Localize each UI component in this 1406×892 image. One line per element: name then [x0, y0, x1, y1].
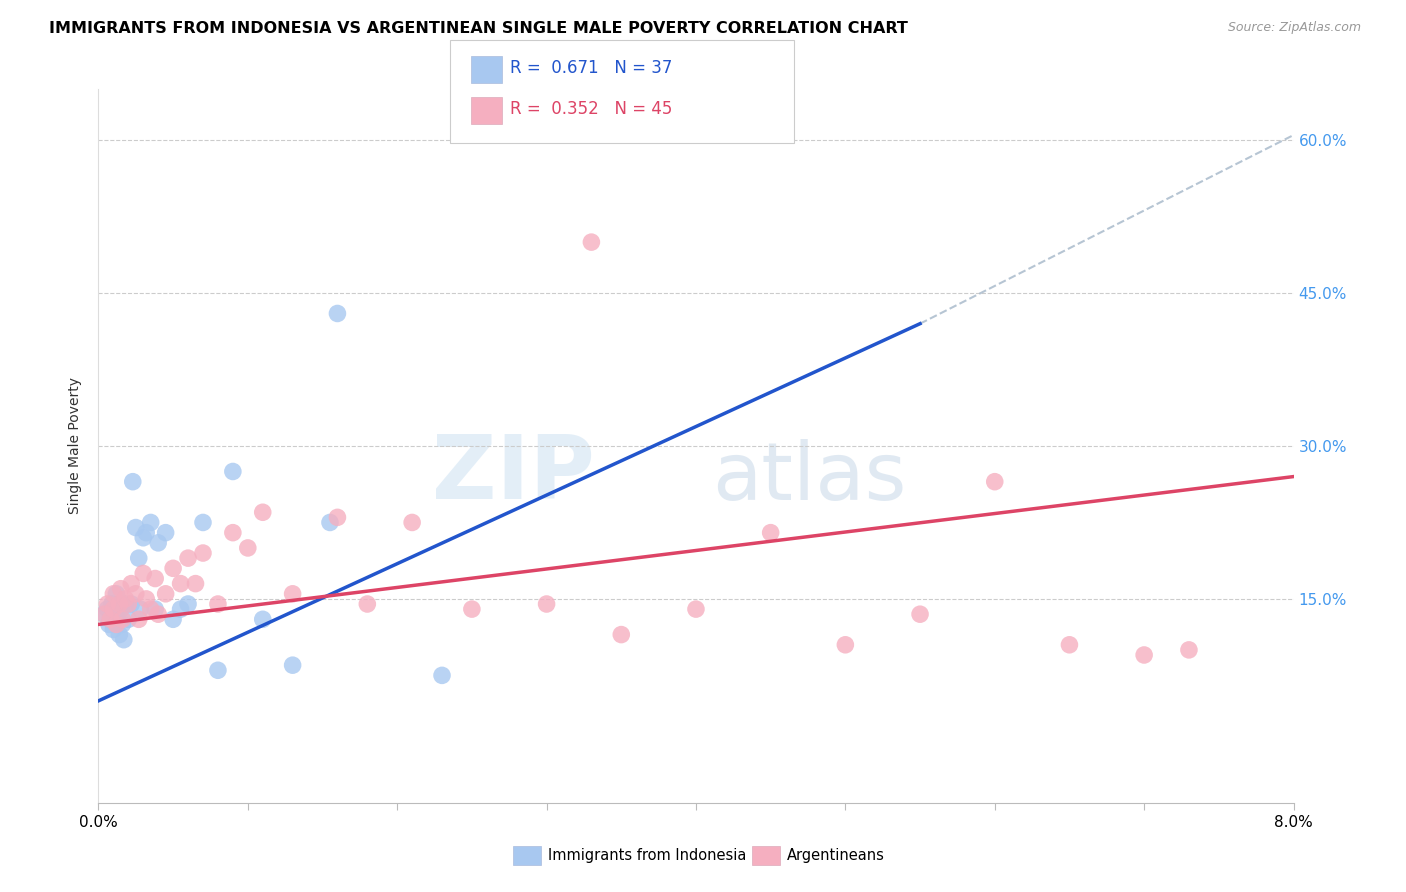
- Point: [105, 587, 128, 601]
- Point: [96, 602, 118, 616]
- Point: [148, 536, 170, 550]
- Point: [105, 617, 128, 632]
- Text: Source: ZipAtlas.com: Source: ZipAtlas.com: [1227, 21, 1361, 34]
- Point: [252, 612, 274, 626]
- Point: [120, 576, 142, 591]
- Point: [128, 551, 150, 566]
- Point: [236, 541, 259, 555]
- Point: [103, 602, 125, 616]
- Point: [191, 516, 214, 530]
- Point: [101, 597, 124, 611]
- Point: [207, 663, 229, 677]
- Point: [132, 531, 155, 545]
- Point: [1133, 648, 1156, 662]
- Point: [139, 516, 162, 530]
- Point: [252, 505, 274, 519]
- Point: [148, 607, 170, 622]
- Point: [984, 475, 1007, 489]
- Point: [114, 597, 136, 611]
- Point: [155, 525, 177, 540]
- Point: [461, 602, 484, 616]
- Point: [129, 602, 152, 616]
- Point: [281, 658, 304, 673]
- Point: [111, 617, 134, 632]
- Point: [98, 612, 122, 626]
- Point: [135, 525, 157, 540]
- Point: [93, 607, 115, 622]
- Point: [356, 597, 378, 611]
- Point: [319, 516, 342, 530]
- Point: [143, 572, 166, 586]
- Point: [191, 546, 214, 560]
- Point: [759, 525, 782, 540]
- Point: [430, 668, 453, 682]
- Point: [108, 597, 131, 611]
- Point: [96, 597, 118, 611]
- Point: [117, 612, 139, 626]
- Text: R =  0.352   N = 45: R = 0.352 N = 45: [510, 100, 672, 118]
- Text: ZIP: ZIP: [432, 431, 595, 518]
- Point: [132, 566, 155, 581]
- Point: [177, 551, 200, 566]
- Point: [162, 612, 184, 626]
- Point: [93, 607, 115, 622]
- Point: [1178, 643, 1201, 657]
- Point: [162, 561, 184, 575]
- Point: [103, 602, 125, 616]
- Point: [143, 602, 166, 616]
- Point: [155, 587, 177, 601]
- Point: [908, 607, 931, 622]
- Text: Immigrants from Indonesia: Immigrants from Indonesia: [548, 848, 747, 863]
- Point: [121, 475, 143, 489]
- Point: [326, 306, 349, 320]
- Point: [125, 520, 148, 534]
- Point: [128, 612, 150, 626]
- Point: [135, 591, 157, 606]
- Text: IMMIGRANTS FROM INDONESIA VS ARGENTINEAN SINGLE MALE POVERTY CORRELATION CHART: IMMIGRANTS FROM INDONESIA VS ARGENTINEAN…: [49, 21, 908, 36]
- Point: [139, 602, 162, 616]
- Point: [117, 597, 139, 611]
- Text: Argentineans: Argentineans: [787, 848, 886, 863]
- Point: [169, 576, 191, 591]
- Point: [1059, 638, 1081, 652]
- Point: [111, 612, 134, 626]
- Point: [222, 465, 245, 479]
- Point: [114, 591, 136, 606]
- Point: [281, 587, 304, 601]
- Point: [834, 638, 856, 652]
- Point: [685, 602, 707, 616]
- Text: atlas: atlas: [713, 439, 907, 517]
- Point: [112, 632, 135, 647]
- Point: [103, 587, 125, 601]
- Point: [401, 516, 423, 530]
- Point: [184, 576, 207, 591]
- Point: [169, 602, 191, 616]
- Point: [105, 607, 128, 622]
- Point: [98, 612, 122, 626]
- Point: [110, 602, 132, 616]
- Point: [222, 525, 245, 540]
- Point: [326, 510, 349, 524]
- Point: [103, 623, 125, 637]
- Text: R =  0.671   N = 37: R = 0.671 N = 37: [510, 59, 672, 77]
- Point: [110, 582, 132, 596]
- Point: [108, 627, 131, 641]
- Point: [120, 597, 142, 611]
- Point: [177, 597, 200, 611]
- Point: [610, 627, 633, 641]
- Point: [125, 587, 148, 601]
- Point: [207, 597, 229, 611]
- Point: [536, 597, 558, 611]
- Point: [581, 235, 603, 249]
- Point: [97, 617, 120, 632]
- Y-axis label: Single Male Poverty: Single Male Poverty: [69, 377, 83, 515]
